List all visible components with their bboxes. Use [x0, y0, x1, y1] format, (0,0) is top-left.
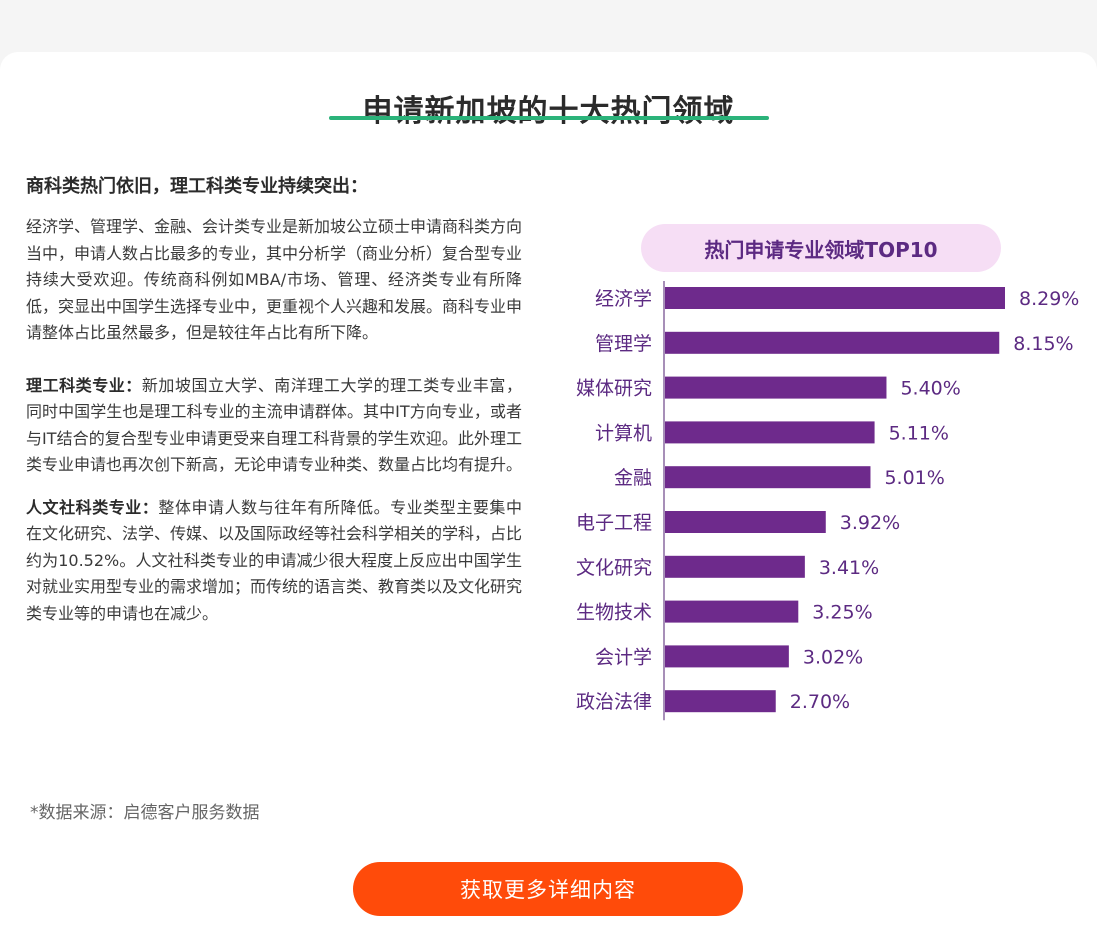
bar — [665, 511, 826, 533]
source-note: *数据来源：启德客户服务数据 — [30, 803, 260, 823]
category-label: 政治法律 — [576, 691, 652, 713]
humanities-paragraph: 人文社科类专业：整体申请人数与往年有所降低。专业类型主要集中在文化研究、法学、传… — [26, 495, 522, 628]
bar — [665, 645, 789, 668]
category-label: 文化研究 — [576, 557, 652, 579]
category-label: 电子工程 — [576, 512, 652, 534]
category-label: 管理学 — [595, 333, 652, 355]
bar — [665, 331, 1000, 354]
value-label: 8.29% — [1019, 288, 1079, 310]
value-label: 3.25% — [812, 602, 872, 624]
value-label: 3.92% — [840, 512, 900, 534]
bar — [665, 690, 776, 713]
text-column: 商科类热门依旧，理工科类专业持续突出： 经济学、管理学、金融、会计类专业是新加坡… — [26, 174, 522, 627]
bar — [665, 287, 1005, 309]
category-label: 生物技术 — [576, 602, 652, 624]
value-label: 3.02% — [803, 646, 863, 668]
humanities-paragraph-body: 整体申请人数与往年有所降低。专业类型主要集中在文化研究、法学、传媒、以及国际政经… — [26, 497, 523, 623]
value-label: 5.11% — [889, 422, 949, 444]
category-label: 会计学 — [595, 646, 652, 668]
bar — [665, 466, 871, 489]
bar — [665, 376, 887, 399]
humanities-paragraph-lead: 人文社科类专业： — [26, 497, 159, 517]
bar — [665, 555, 805, 578]
section-heading: 商科类热门依旧，理工科类专业持续突出： — [26, 176, 368, 197]
value-label: 5.40% — [900, 378, 960, 400]
stem-paragraph: 理工科类专业：新加坡国立大学、南洋理工大学的理工类专业丰富，同时中国学生也是理工… — [26, 373, 522, 479]
top10-bar-chart: 经济学 8.29% 管理学 8.15% 媒体研究 5.40% 计算机 5.11% 金融 5.01%… — [576, 281, 1079, 721]
value-label: 8.15% — [1013, 333, 1073, 355]
stem-paragraph-body: 新加坡国立大学、南洋理工大学的理工类专业丰富，同时中国学生也是理工科专业的主流申… — [26, 375, 523, 475]
bar — [665, 421, 875, 444]
page-title: 申请新加坡的十大热门领域 — [362, 94, 735, 129]
more-details-button[interactable]: 获取更多详细内容 — [353, 862, 743, 916]
title-underline — [329, 116, 769, 120]
stem-paragraph-lead: 理工科类专业： — [26, 375, 142, 395]
content-card: 申请新加坡的十大热门领域 商科类热门依旧，理工科类专业持续突出： 经济学、管理学… — [0, 52, 1097, 946]
bar — [665, 600, 799, 623]
value-label: 5.01% — [884, 467, 944, 489]
business-paragraph: 经济学、管理学、金融、会计类专业是新加坡公立硕士申请商科类方向当中，申请人数占比… — [26, 217, 523, 342]
value-label: 2.70% — [790, 691, 850, 713]
category-label: 计算机 — [595, 422, 652, 444]
category-label: 金融 — [614, 467, 652, 489]
category-label: 经济学 — [595, 288, 652, 310]
category-label: 媒体研究 — [576, 378, 652, 400]
chart-title: 热门申请专业领域TOP10 — [641, 224, 1001, 272]
value-label: 3.41% — [819, 557, 879, 579]
